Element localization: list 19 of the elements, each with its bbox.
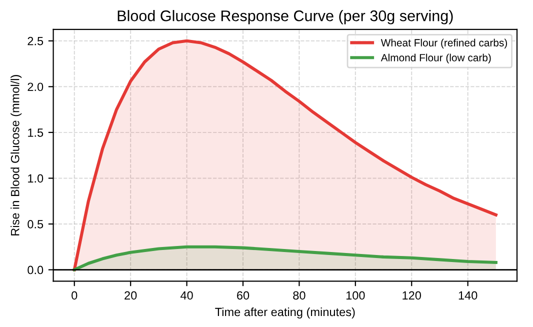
x-axis-title: Time after eating (minutes) xyxy=(215,308,355,319)
x-tick-label: 140 xyxy=(458,291,478,300)
y-axis-title: Rise in Blood Glucose (mmol/l) xyxy=(10,75,22,236)
chart-title: Blood Glucose Response Curve (per 30g serving) xyxy=(118,10,453,24)
y-tick-label: 1.5 xyxy=(28,128,44,137)
x-tick-label: 20 xyxy=(124,291,137,300)
y-tick-label: 0.5 xyxy=(28,220,44,228)
x-tick-label: 0 xyxy=(72,291,78,300)
x-tick-label: 100 xyxy=(346,291,365,300)
x-tick-label: 60 xyxy=(237,291,250,300)
legend-label: Almond Flour (low carb) xyxy=(380,54,491,64)
x-tick-label: 120 xyxy=(402,291,422,300)
y-tick-label: 2.5 xyxy=(28,36,44,46)
y-tick-label: 1.0 xyxy=(28,174,44,183)
x-tick-label: 40 xyxy=(180,291,193,300)
y-tick-label: 2.0 xyxy=(28,82,44,92)
x-tick-label: 80 xyxy=(293,291,306,300)
y-tick-label: 0.0 xyxy=(28,266,44,274)
legend-label: Wheat Flour (refined carbs) xyxy=(380,38,507,49)
